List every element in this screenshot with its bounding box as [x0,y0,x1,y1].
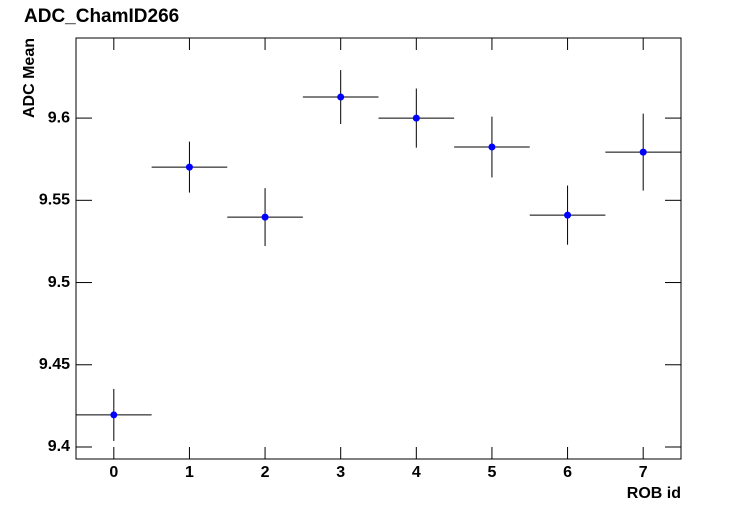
y-axis-label: ADC Mean [21,38,38,118]
data-point [488,143,496,151]
x-tick-label: 0 [109,464,118,481]
y-tick-label: 9.55 [39,192,70,209]
y-tick-label: 9.6 [48,109,70,126]
data-point [185,163,193,171]
y-tick-label: 9.45 [39,356,70,373]
y-tick-label: 9.5 [48,274,70,291]
x-axis-label: ROB id [627,485,681,502]
data-point [412,114,420,122]
x-tick-label: 2 [261,464,270,481]
data-point [110,411,118,419]
x-tick-label: 5 [487,464,496,481]
y-tick-label: 9.4 [48,438,70,455]
plot-frame [75,37,682,460]
x-tick-label: 6 [563,464,572,481]
x-tick-label: 3 [336,464,345,481]
data-point [564,211,572,219]
x-tick-label: 7 [639,464,648,481]
data-point [261,213,269,221]
x-tick-label: 1 [185,464,194,481]
chart-title: ADC_ChamID266 [24,6,179,27]
x-tick-label: 4 [412,464,421,481]
data-point [337,93,345,101]
data-point [639,148,647,156]
